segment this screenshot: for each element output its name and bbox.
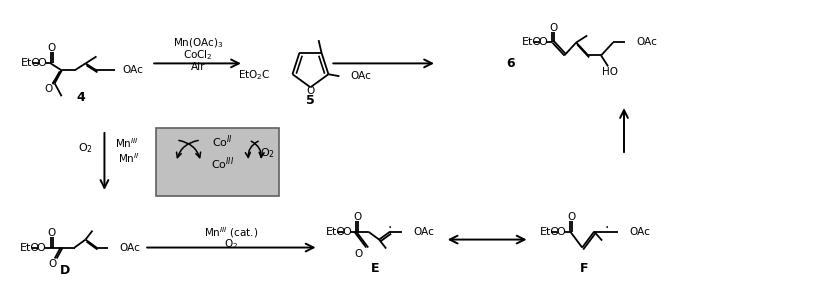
Text: Co$^{II}$: Co$^{II}$ xyxy=(212,134,233,150)
Text: ·: · xyxy=(388,221,392,235)
FancyBboxPatch shape xyxy=(156,128,279,196)
Text: O: O xyxy=(48,260,57,269)
Text: O: O xyxy=(48,228,56,238)
Text: Mn$^{II}$: Mn$^{II}$ xyxy=(118,151,141,165)
Text: E: E xyxy=(371,262,380,275)
Text: EtO: EtO xyxy=(21,59,41,68)
Text: O: O xyxy=(538,37,547,48)
Text: O: O xyxy=(549,23,557,33)
Text: D: D xyxy=(59,264,70,277)
Text: O$_2$: O$_2$ xyxy=(78,141,93,155)
Text: O$_2$: O$_2$ xyxy=(261,146,275,160)
Text: EtO: EtO xyxy=(521,37,542,48)
Text: EtO: EtO xyxy=(326,227,345,237)
Text: OAc: OAc xyxy=(350,71,372,81)
Text: Mn(OAc)$_3$: Mn(OAc)$_3$ xyxy=(173,37,224,50)
Text: O: O xyxy=(556,227,565,237)
Text: O: O xyxy=(48,43,56,53)
Text: F: F xyxy=(580,262,589,275)
Text: O: O xyxy=(37,59,46,68)
Text: O: O xyxy=(36,243,45,252)
Text: O: O xyxy=(354,249,363,258)
Text: O: O xyxy=(567,212,575,222)
Text: OAc: OAc xyxy=(413,227,434,237)
Text: EtO$_2$C: EtO$_2$C xyxy=(238,68,270,82)
Text: Mn$^{III}$ (cat.): Mn$^{III}$ (cat.) xyxy=(204,225,258,240)
Text: O$_2$: O$_2$ xyxy=(224,238,238,252)
Text: CoCl$_2$: CoCl$_2$ xyxy=(183,48,213,62)
Text: EtO: EtO xyxy=(20,243,40,252)
Text: OAc: OAc xyxy=(629,227,650,237)
Text: Mn$^{III}$: Mn$^{III}$ xyxy=(115,136,139,150)
Text: OAc: OAc xyxy=(636,37,657,48)
Text: OAc: OAc xyxy=(119,243,141,252)
Text: 6: 6 xyxy=(506,57,515,70)
Text: O: O xyxy=(307,86,315,96)
Text: Air: Air xyxy=(191,62,206,72)
Text: O: O xyxy=(353,212,362,222)
Text: 5: 5 xyxy=(306,94,315,107)
Text: ·: · xyxy=(605,221,609,235)
Text: 4: 4 xyxy=(76,91,85,104)
Text: HO: HO xyxy=(602,67,618,77)
Text: EtO: EtO xyxy=(539,227,560,237)
Text: Co$^{III}$: Co$^{III}$ xyxy=(211,156,234,172)
Text: OAc: OAc xyxy=(122,65,143,75)
Text: O: O xyxy=(342,227,351,237)
Text: O: O xyxy=(44,84,53,94)
